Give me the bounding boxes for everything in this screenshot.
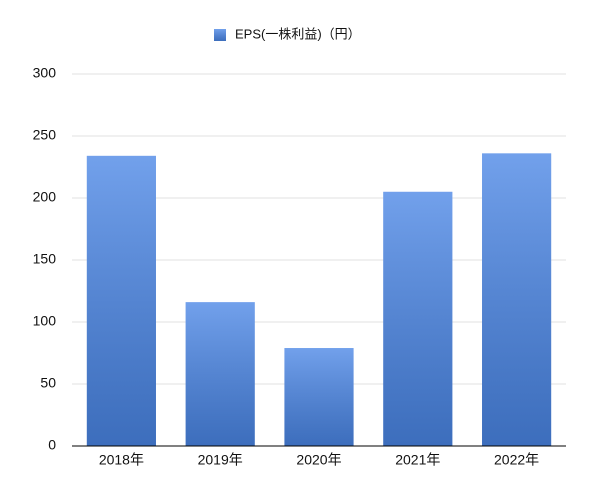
x-tick-label: 2018年 xyxy=(99,452,144,468)
x-tick-label: 2021年 xyxy=(395,452,440,468)
y-tick-label: 100 xyxy=(33,313,57,329)
x-tick-label: 2022年 xyxy=(494,452,539,468)
bar xyxy=(86,155,156,446)
y-tick-label: 0 xyxy=(48,437,56,453)
bar xyxy=(284,348,354,446)
y-tick-label: 200 xyxy=(33,189,57,205)
bar xyxy=(185,302,255,446)
legend-label: EPS(一株利益)（円） xyxy=(235,26,361,41)
bar xyxy=(383,191,453,446)
x-tick-label: 2019年 xyxy=(198,452,243,468)
y-tick-label: 250 xyxy=(33,127,57,143)
legend-swatch-shade xyxy=(214,29,226,41)
bar xyxy=(482,153,552,447)
y-tick-label: 300 xyxy=(33,65,57,81)
x-tick-label: 2020年 xyxy=(296,452,341,468)
y-tick-label: 50 xyxy=(40,375,56,391)
y-tick-label: 150 xyxy=(33,251,57,267)
